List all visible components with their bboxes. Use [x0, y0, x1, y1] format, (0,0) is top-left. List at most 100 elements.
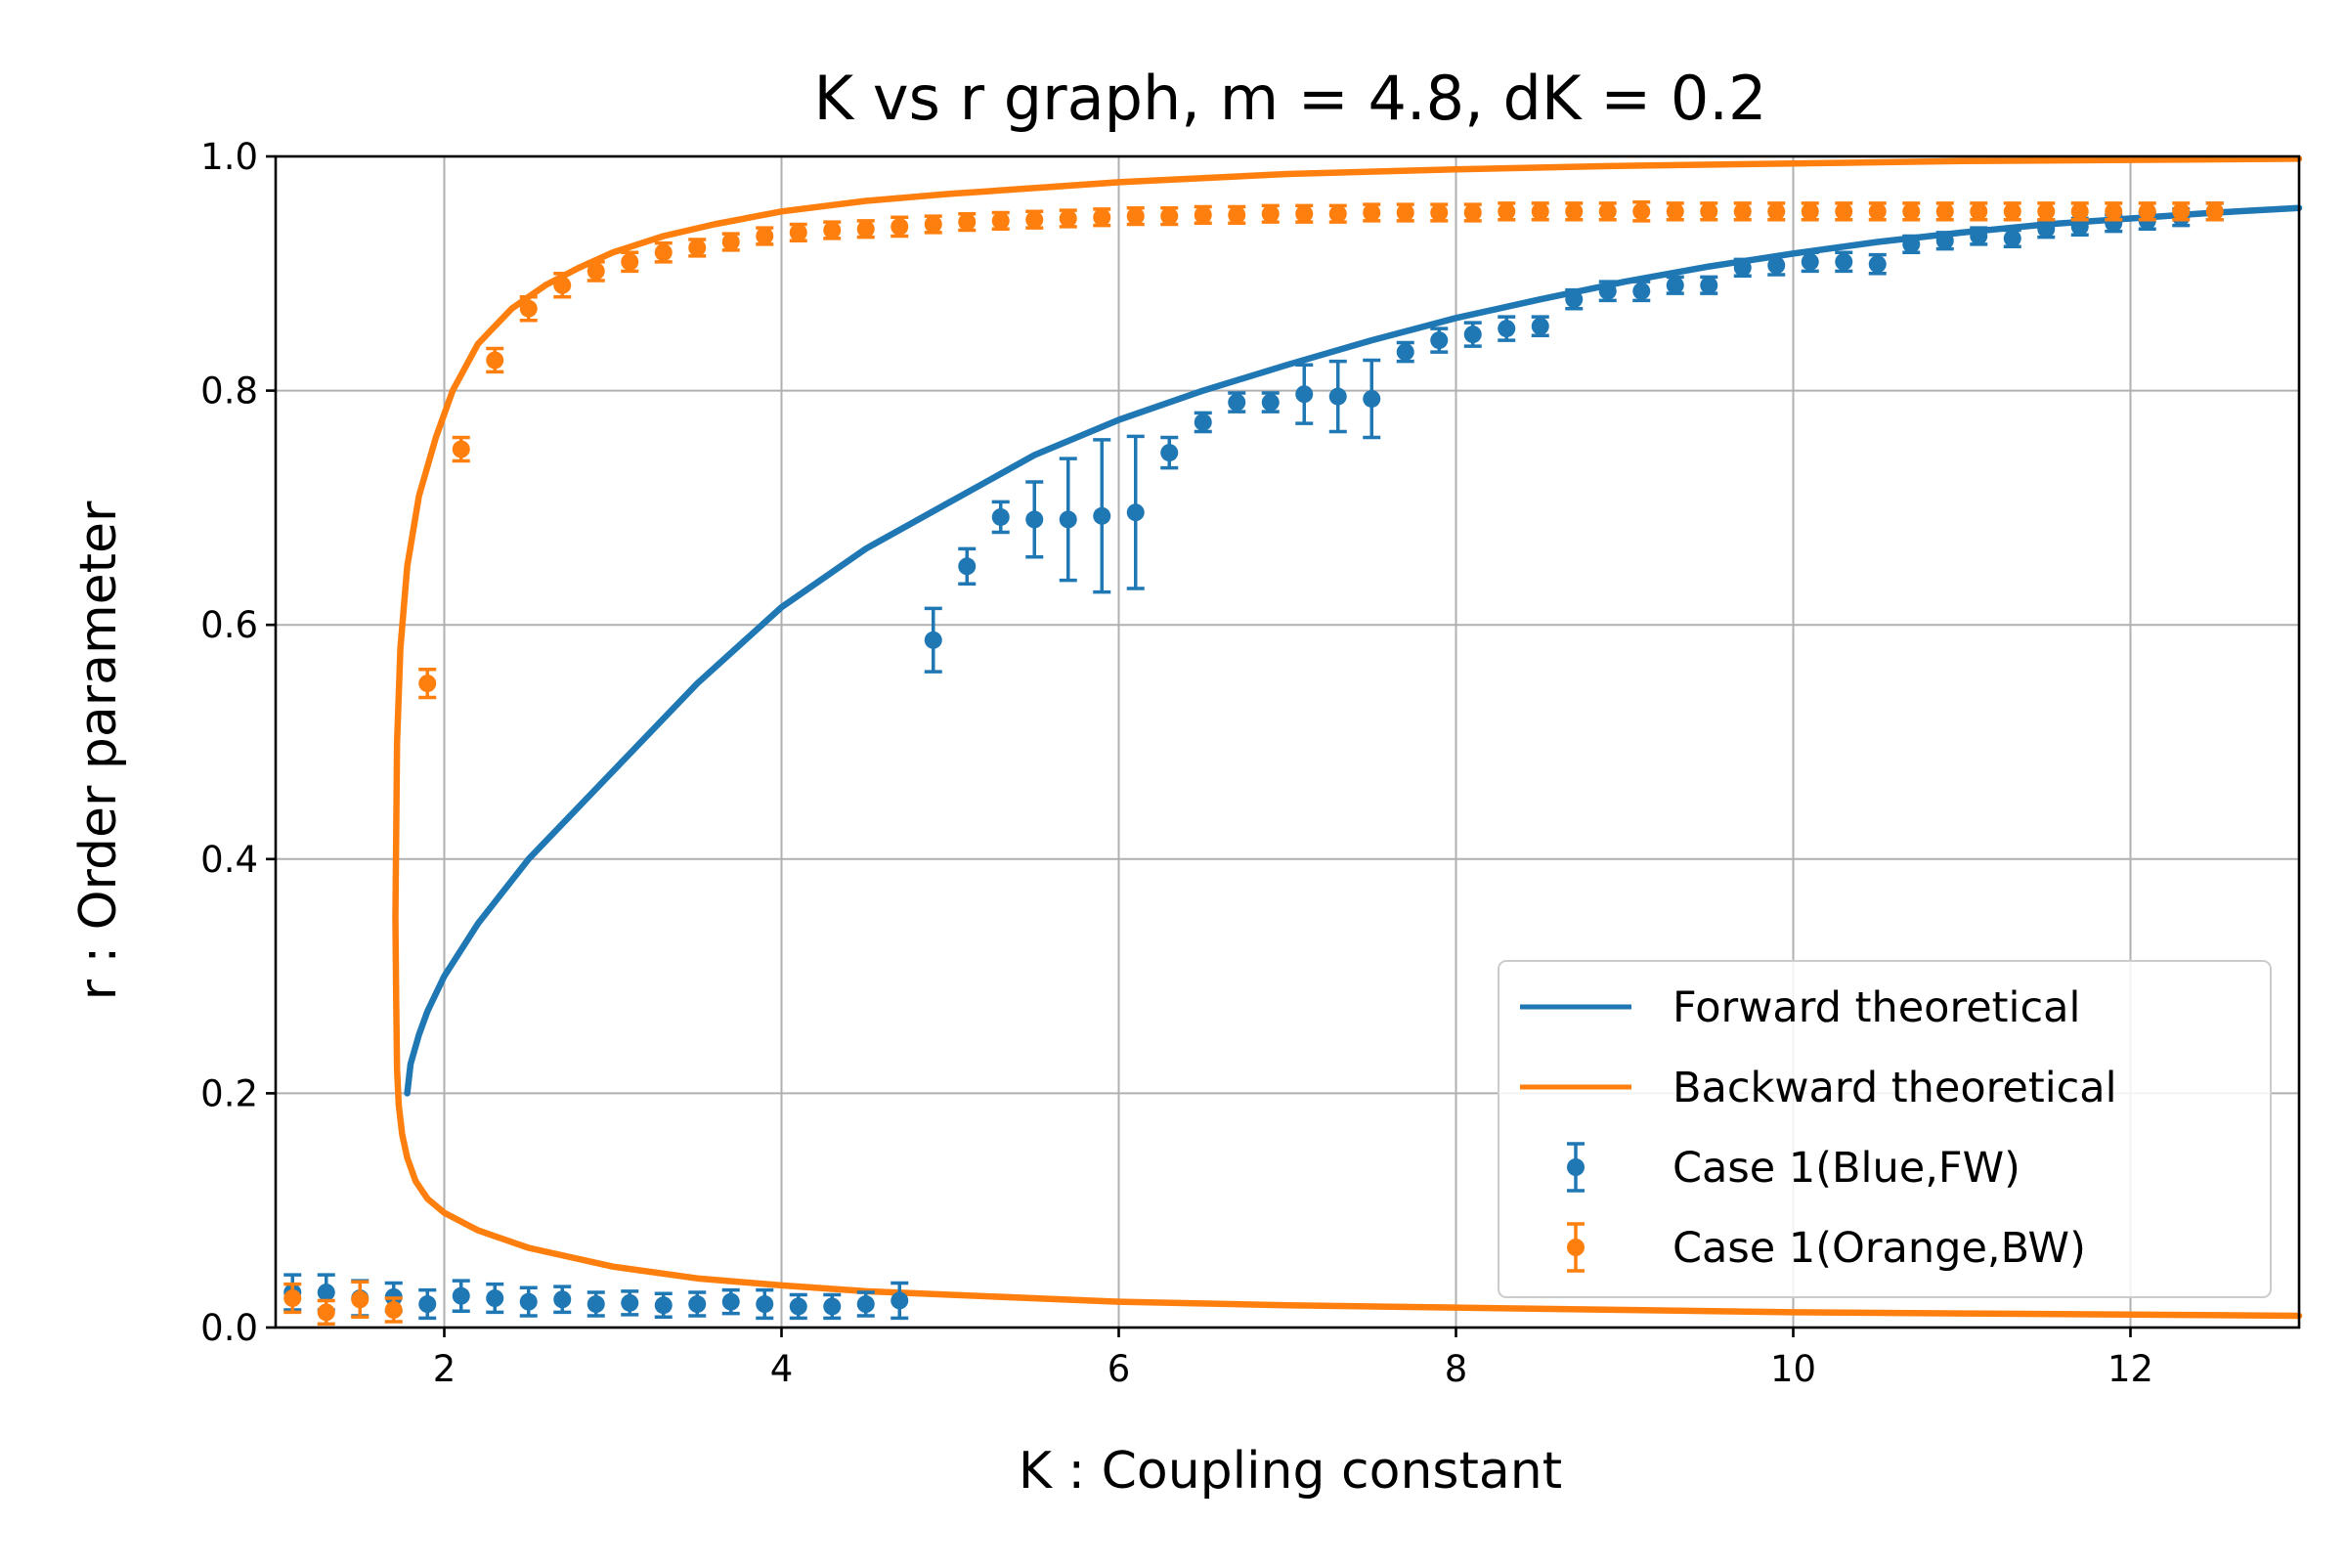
- case1-orange-bw-point: [1970, 202, 1988, 221]
- case1-blue-fw-point: [1902, 235, 1921, 253]
- legend-entry-label: Case 1(Orange,BW): [1673, 1224, 2086, 1273]
- legend-marker-swatch: [1567, 1158, 1585, 1176]
- case1-blue-fw-point: [789, 1297, 807, 1316]
- x-tick-label: 4: [770, 1348, 794, 1390]
- case1-orange-bw-point: [856, 220, 875, 239]
- case1-orange-bw-point: [2205, 202, 2224, 221]
- case1-orange-bw-point: [519, 299, 538, 318]
- case1-blue-fw-point: [2003, 229, 2021, 247]
- case1-blue-fw-point: [1396, 343, 1414, 362]
- case1-blue-fw-point: [1160, 444, 1179, 462]
- case1-orange-bw-point: [924, 215, 942, 234]
- case1-blue-fw-point: [1498, 320, 1516, 338]
- case1-orange-bw-point: [2172, 202, 2191, 221]
- case1-blue-fw-point: [553, 1290, 572, 1309]
- legend-box: [1498, 960, 2272, 1298]
- case1-orange-bw-point: [1093, 208, 1111, 227]
- y-tick-label: 0.0: [200, 1307, 258, 1349]
- case1-orange-bw-point: [1261, 204, 1280, 223]
- case1-orange-bw-point: [384, 1301, 403, 1320]
- case1-orange-bw-point: [1565, 202, 1584, 221]
- case1-blue-fw-point: [924, 631, 942, 649]
- case1-blue-fw-point: [1430, 331, 1449, 350]
- case1-orange-bw-point: [1025, 210, 1044, 229]
- x-axis-label: K : Coupling constant: [1019, 1442, 1562, 1501]
- case1-blue-fw-point: [1666, 276, 1684, 294]
- case1-orange-bw-point: [688, 239, 707, 257]
- case1-orange-bw-point: [1767, 202, 1786, 221]
- case1-orange-bw-point: [2070, 202, 2089, 221]
- case1-orange-bw-point: [2037, 202, 2056, 221]
- tick-layer: 2 4 6 8 10 12 0.0 0.2 0.4 0.6 0.8 1.0: [200, 136, 2153, 1390]
- case1-blue-fw-point: [1700, 276, 1718, 294]
- case1-blue-fw-point: [2070, 217, 2089, 236]
- case1-orange-bw-point: [452, 440, 470, 458]
- case1-blue-fw-point: [1059, 510, 1077, 529]
- case1-orange-bw-point: [621, 252, 639, 271]
- case1-orange-bw-point: [1902, 202, 1921, 221]
- case1-blue-fw-point: [418, 1295, 437, 1314]
- case1-orange-bw-point: [1598, 202, 1617, 221]
- case1-blue-fw-point: [688, 1295, 707, 1314]
- case1-orange-bw-point: [1059, 209, 1077, 228]
- case1-blue-fw-point: [1328, 387, 1347, 406]
- series-line-backward-theoretical: [392, 156, 2303, 1320]
- case1-orange-bw-point: [654, 243, 673, 262]
- case1-orange-bw-point: [1396, 203, 1414, 222]
- case1-orange-bw-point: [991, 211, 1010, 230]
- y-axis-label: r : Order parameter: [69, 501, 128, 1000]
- case1-blue-fw-point: [1363, 389, 1381, 408]
- legend-marker-swatch: [1567, 1239, 1585, 1256]
- case1-orange-bw-point: [823, 221, 842, 240]
- case1-orange-bw-point: [1228, 205, 1246, 224]
- case1-blue-fw-point: [1970, 227, 1988, 245]
- case1-orange-bw-point: [486, 351, 504, 370]
- chart-title: K vs r graph, m = 4.8, dK = 0.2: [814, 63, 1767, 134]
- x-tick-label: 6: [1108, 1348, 1131, 1390]
- case1-blue-fw-point: [1868, 255, 1887, 274]
- case1-orange-bw-point: [1632, 202, 1651, 221]
- case1-blue-fw-point: [1126, 503, 1145, 522]
- case1-blue-fw-point: [1598, 282, 1617, 300]
- legend-entry-label: Backward theoretical: [1673, 1064, 2117, 1112]
- case1-blue-fw-point: [1295, 385, 1314, 404]
- y-tick-label: 0.6: [200, 604, 258, 646]
- case1-orange-bw-point: [1868, 202, 1887, 221]
- legend: Forward theoretical Backward theoretical C…: [1498, 960, 2272, 1298]
- case1-orange-bw-point: [586, 262, 605, 281]
- plot-layer: [283, 156, 2303, 1327]
- case1-orange-bw-point: [958, 213, 977, 232]
- case1-blue-fw-point: [958, 557, 977, 576]
- case1-blue-fw-point: [1531, 317, 1549, 335]
- case1-blue-fw-point: [1565, 290, 1584, 309]
- x-tick-label: 2: [433, 1348, 456, 1390]
- case1-blue-fw-point: [823, 1297, 842, 1316]
- y-tick-label: 0.8: [200, 370, 258, 413]
- case1-orange-bw-point: [1801, 202, 1819, 221]
- case1-blue-fw-point: [1767, 256, 1786, 275]
- case1-orange-bw-point: [1835, 202, 1853, 221]
- y-tick-label: 0.2: [200, 1072, 258, 1114]
- case1-blue-fw-point: [1733, 258, 1752, 277]
- case1-orange-bw-point: [1666, 202, 1684, 221]
- case1-blue-fw-point: [519, 1292, 538, 1311]
- case1-orange-bw-point: [2105, 202, 2123, 221]
- case1-blue-fw-point: [1835, 252, 1853, 271]
- y-tick-label: 0.4: [200, 839, 258, 881]
- case1-orange-bw-point: [1935, 202, 1954, 221]
- case1-blue-fw-point: [586, 1295, 605, 1314]
- case1-orange-bw-point: [1531, 202, 1549, 221]
- case1-blue-fw-point: [1194, 413, 1212, 431]
- case1-orange-bw-point: [1700, 202, 1718, 221]
- case1-orange-bw-point: [1363, 203, 1381, 222]
- case1-orange-bw-point: [1463, 203, 1482, 222]
- case1-orange-bw-point: [1126, 207, 1145, 226]
- case1-orange-bw-point: [1430, 203, 1449, 222]
- x-tick-label: 8: [1445, 1348, 1468, 1390]
- case1-blue-fw-point: [452, 1286, 470, 1305]
- case1-orange-bw-point: [756, 227, 774, 245]
- case1-blue-fw-point: [1261, 393, 1280, 412]
